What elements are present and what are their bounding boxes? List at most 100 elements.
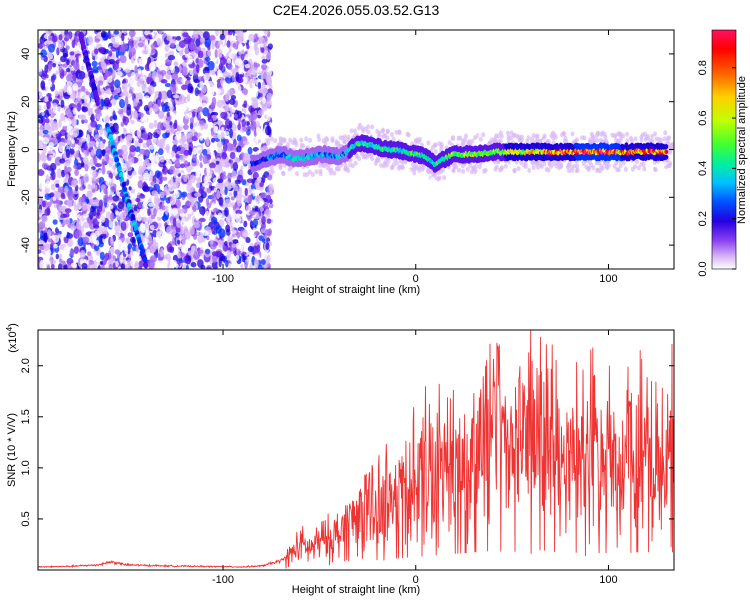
heatmap-noise-cell	[41, 200, 46, 208]
heatmap-noise-cell	[149, 224, 155, 230]
heatmap-noise-cell	[237, 161, 242, 171]
heatmap-noise-cell	[161, 176, 168, 181]
heatmap-noise-cell	[267, 43, 273, 50]
heatmap-spread-cell	[458, 135, 463, 141]
heatmap-noise-cell	[57, 40, 64, 50]
heatmap-spread-cell	[426, 140, 431, 146]
heatmap-spread-cell	[489, 162, 494, 168]
heatmap-noise-cell	[215, 30, 219, 37]
heatmap-spread-cell	[414, 139, 419, 144]
heatmap-spread-cell	[630, 138, 634, 144]
heatmap-spread-cell	[538, 162, 543, 168]
heatmap-noise-cell	[148, 62, 156, 72]
heatmap-noise-cell	[87, 108, 93, 114]
heatmap-noise-cell	[250, 247, 254, 252]
heatmap-noise-cell	[189, 117, 194, 124]
heatmap-noise-cell	[58, 144, 65, 153]
heatmap-spread-cell	[623, 166, 628, 172]
heatmap-noise-cell	[156, 179, 160, 184]
heatmap-noise-cell	[161, 46, 166, 53]
heatmap-noise-cell	[255, 88, 259, 97]
heatmap-noise-cell	[82, 236, 90, 244]
heatmap-noise-cell	[164, 44, 170, 53]
heatmap-spread-cell	[588, 137, 593, 143]
heatmap-noise-cell	[77, 41, 82, 49]
heatmap-noise-cell	[247, 147, 253, 155]
heatmap-noise-cell	[104, 266, 110, 269]
heatmap-noise-cell	[226, 89, 234, 97]
heatmap-noise-cell	[143, 122, 151, 129]
heatmap-noise-cell	[253, 258, 259, 268]
heatmap-noise-cell	[215, 160, 220, 165]
heatmap-noise-cell	[236, 110, 243, 119]
heatmap-noise-cell	[136, 121, 141, 128]
heatmap-noise-cell	[236, 134, 242, 142]
heatmap-noise-cell	[211, 192, 218, 202]
heatmap-noise-cell	[184, 200, 192, 207]
heatmap-noise-cell	[108, 157, 114, 168]
heatmap-noise-cell	[211, 96, 217, 107]
heatmap-spread-cell	[570, 131, 575, 137]
heatmap-noise-cell	[121, 133, 125, 139]
heatmap-noise-cell	[110, 212, 115, 222]
heatmap-noise-cell	[100, 98, 105, 108]
heatmap-noise-cell	[44, 227, 48, 233]
heatmap-spread-cell	[299, 137, 304, 143]
heatmap-noise-cell	[38, 122, 41, 129]
heatmap-spread-cell	[594, 132, 599, 138]
heatmap-noise-cell	[89, 158, 95, 167]
heatmap-noise-cell	[198, 119, 205, 125]
heatmap-noise-cell	[158, 110, 165, 120]
heatmap-noise-cell	[158, 161, 165, 168]
heatmap-noise-cell	[57, 210, 62, 217]
heatmap-noise-cell	[40, 49, 47, 58]
heatmap-noise-cell	[240, 53, 245, 61]
heatmap-noise-cell	[64, 208, 72, 214]
heatmap-noise-cell	[180, 217, 186, 227]
heatmap-noise-cell	[260, 43, 264, 48]
heatmap-spread-cell	[370, 156, 375, 162]
heatmap-noise-cell	[257, 66, 263, 74]
heatmap-noise-cell	[266, 92, 273, 100]
heatmap-noise-cell	[59, 258, 63, 263]
heatmap-noise-cell	[170, 259, 178, 268]
heatmap-noise-cell	[51, 35, 58, 43]
heatmap-noise-cell	[176, 146, 181, 152]
heatmap-spread-cell	[385, 128, 390, 134]
heatmap-spread-cell	[288, 137, 293, 143]
heatmap-noise-cell	[216, 99, 224, 108]
heatmap-spread-cell	[636, 165, 641, 171]
heatmap-noise-cell	[198, 232, 204, 238]
heatmap-spread-cell	[470, 138, 475, 144]
heatmap-noise-cell	[112, 122, 119, 133]
heatmap-noise-cell	[218, 239, 223, 249]
heatmap-noise-cell	[48, 142, 54, 148]
heatmap-noise-cell	[58, 253, 62, 260]
heatmap-noise-cell	[254, 230, 260, 236]
heatmap-noise-cell	[154, 94, 158, 100]
heatmap-noise-cell	[84, 98, 88, 108]
heatmap-noise-cell	[187, 55, 194, 65]
heatmap-noise-cell	[155, 231, 162, 238]
heatmap-spread-cell	[318, 171, 323, 177]
heatmap-noise-cell	[63, 217, 71, 226]
heatmap-spread-cell	[410, 162, 415, 167]
heatmap-noise-cell	[164, 205, 169, 215]
heatmap-spread-cell	[537, 138, 542, 144]
heatmap-noise-cell	[109, 115, 113, 122]
heatmap-spread-cell	[569, 164, 574, 170]
heatmap-secondary-cell	[143, 262, 149, 269]
heatmap-noise-cell	[203, 122, 208, 130]
heatmap-noise-cell	[153, 133, 160, 139]
heatmap-noise-cell	[58, 263, 63, 269]
heatmap-noise-cell	[115, 260, 119, 268]
heatmap-noise-cell	[229, 128, 234, 139]
heatmap-noise-cell	[200, 264, 206, 269]
heatmap-noise-cell	[251, 77, 257, 84]
heatmap-spread-cell	[457, 167, 461, 173]
heatmap-noise-cell	[50, 183, 56, 191]
heatmap-noise-cell	[168, 246, 175, 252]
heatmap-noise-cell	[147, 234, 153, 244]
heatmap-noise-cell	[54, 156, 62, 166]
heatmap-noise-cell	[187, 210, 193, 215]
